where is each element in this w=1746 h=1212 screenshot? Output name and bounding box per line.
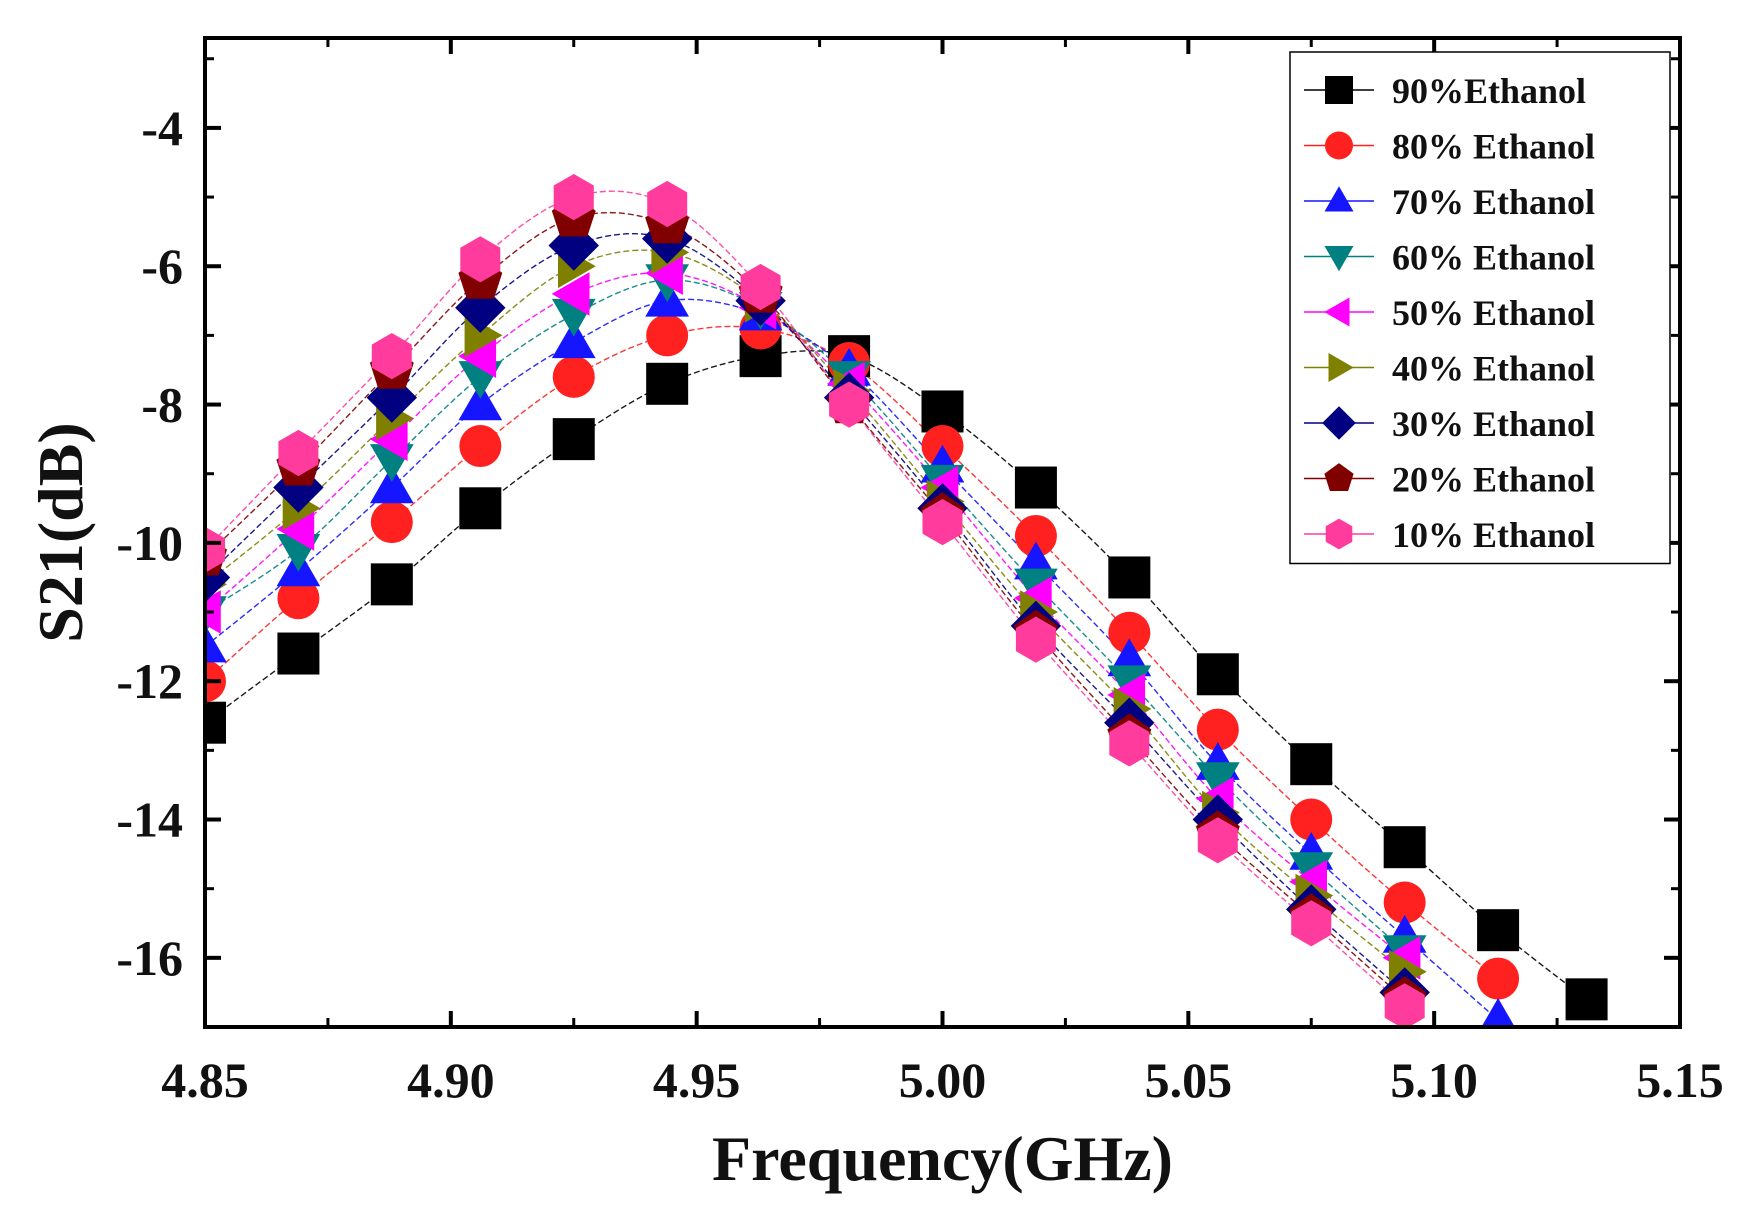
legend-marker-8: [1324, 463, 1354, 491]
x-tick-label: 5.00: [899, 1052, 987, 1108]
point-s5-2: [276, 507, 315, 551]
legend: 90%Ethanol 80% Ethanol 70% Ethanol 60% Etha…: [1289, 51, 1671, 565]
legend-marker-5: [1324, 297, 1350, 327]
point-s9-14: [1384, 983, 1425, 1027]
point-s3-1: [205, 624, 227, 663]
point-s9-9: [922, 499, 963, 546]
legend-label-6: 40% Ethanol: [1392, 349, 1595, 389]
point-s3-5: [551, 320, 596, 359]
point-s1-3: [370, 563, 413, 606]
point-s2-14: [1383, 881, 1426, 924]
point-s1-2: [277, 632, 320, 675]
point-s1-10: [1014, 466, 1057, 509]
y-tick-label: -10: [116, 515, 183, 571]
legend-label-4: 60% Ethanol: [1392, 238, 1595, 278]
legend-marker-4: [1324, 246, 1354, 272]
point-s2-4: [459, 425, 502, 468]
point-s9-5: [553, 174, 594, 221]
point-s3-15: [1481, 998, 1515, 1027]
point-s2-6: [646, 314, 689, 357]
x-tick-label: 5.15: [1636, 1052, 1724, 1108]
point-s5-1: [205, 590, 221, 634]
point-s2-12: [1196, 708, 1239, 751]
legend-label-5: 50% Ethanol: [1392, 293, 1595, 333]
point-s1-4: [459, 487, 502, 530]
y-tick-label: -8: [141, 377, 183, 433]
x-tick-label: 4.95: [653, 1052, 741, 1108]
tick-labels: 4.85 4.90 4.95 5.00 5.05 5.10 5.15 -16 -14 -12 -10…: [116, 100, 1723, 1108]
series-line-2: [205, 325, 1499, 980]
point-s2-5: [552, 355, 595, 398]
point-s9-1: [205, 526, 225, 573]
series-line-6: [205, 249, 1406, 973]
point-s1-5: [552, 418, 595, 461]
point-s2-2: [277, 577, 320, 620]
point-s9-8: [829, 381, 870, 428]
point-s1-12: [1196, 653, 1239, 696]
y-tick-label: -6: [141, 238, 183, 294]
point-s9-3: [371, 333, 412, 380]
point-s9-2: [278, 429, 319, 477]
series-line-5: [205, 272, 1406, 959]
point-s1-11: [1108, 556, 1151, 599]
point-s3-3: [370, 465, 414, 504]
legend-marker-7: [1322, 406, 1356, 440]
y-tick-label: -14: [116, 792, 183, 848]
legend-label-7: 30% Ethanol: [1392, 404, 1595, 444]
point-s5-4: [458, 334, 497, 378]
y-tick-label: -16: [116, 930, 183, 986]
point-s5-6: [645, 251, 683, 295]
legend-marker-2: [1325, 131, 1353, 160]
point-s1-14: [1383, 826, 1426, 869]
data-markers: [205, 174, 1608, 1027]
legend-marker-1: [1325, 76, 1353, 104]
legend-label-8: 20% Ethanol: [1392, 460, 1595, 500]
point-s2-13: [1290, 798, 1333, 841]
point-s9-6: [647, 180, 688, 228]
point-s2-11: [1108, 611, 1151, 654]
legend-label-3: 70% Ethanol: [1392, 182, 1595, 222]
point-s5-3: [369, 417, 408, 461]
legend-label-9: 10% Ethanol: [1392, 515, 1595, 555]
legend-marker-9: [1325, 518, 1353, 550]
series-line-8: [205, 211, 1406, 1000]
x-tick-label: 4.90: [407, 1052, 495, 1108]
point-s9-13: [1291, 900, 1332, 947]
legend-label-1: 90%Ethanol: [1392, 71, 1586, 111]
legend-marker-3: [1324, 186, 1354, 212]
legend-label-2: 80% Ethanol: [1392, 127, 1595, 167]
legend-marker-6: [1328, 353, 1354, 382]
x-tick-label: 5.10: [1390, 1052, 1478, 1108]
point-s3-4: [458, 382, 503, 421]
point-s4-12: [1196, 762, 1240, 801]
x-tick-label: 5.05: [1145, 1052, 1233, 1108]
point-s9-7: [740, 263, 781, 311]
point-s1-15: [1477, 909, 1520, 952]
point-s9-4: [460, 236, 501, 283]
point-s2-10: [1014, 514, 1057, 557]
point-s1-16: [1565, 978, 1608, 1021]
point-s2-15: [1477, 957, 1520, 1000]
y-tick-label: -4: [141, 100, 183, 156]
point-s5-5: [551, 272, 590, 316]
point-s9-10: [1015, 616, 1056, 663]
point-s1-6: [646, 362, 689, 405]
point-s2-3: [370, 501, 413, 544]
y-tick-label: -12: [116, 653, 183, 709]
point-s9-12: [1197, 817, 1238, 864]
axis-ticks: [203, 38, 1682, 1027]
point-s1-13: [1290, 743, 1333, 786]
y-axis-title: S21(dB): [25, 422, 96, 643]
point-s1-1: [205, 701, 226, 744]
x-tick-label: 4.85: [161, 1052, 249, 1108]
x-axis-title: Frequency(GHz): [712, 1123, 1173, 1194]
point-s9-11: [1109, 720, 1150, 767]
